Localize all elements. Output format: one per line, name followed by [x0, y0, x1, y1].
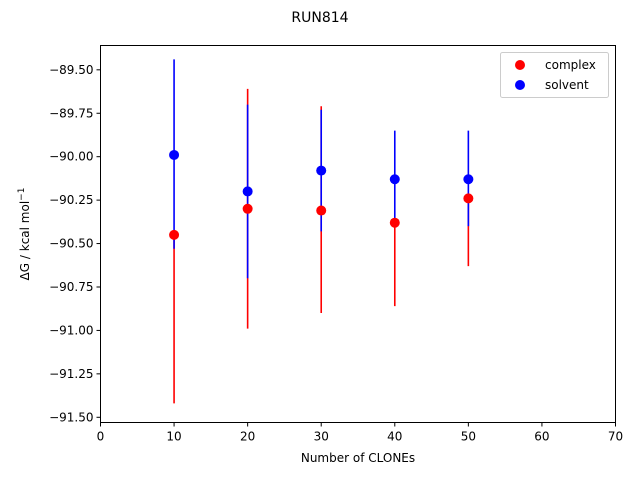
x-tick-label: 0 [97, 430, 105, 444]
legend-marker-solvent [515, 80, 525, 90]
y-tick-label: −89.75 [49, 106, 93, 120]
y-axis-label: ΔG / kcal mol−1 [17, 188, 32, 281]
point-complex [389, 217, 400, 228]
x-tick-label: 60 [534, 430, 549, 444]
y-axis-ticks: −91.50 −91.25 −91.00 −90.75 −90.50 −90.25 −90.… [49, 63, 101, 424]
error-bars [173, 59, 470, 404]
x-tick-label: 40 [387, 430, 402, 444]
legend-label-complex: complex [545, 58, 596, 72]
y-axis-label-main: ΔG / kcal mol [18, 201, 32, 281]
y-tick-label: −90.75 [49, 280, 93, 294]
point-solvent [242, 186, 253, 197]
y-tick-label: −91.00 [49, 323, 93, 337]
chart-title: RUN814 [291, 10, 348, 26]
plot-frame [100, 45, 616, 423]
point-complex [169, 229, 180, 240]
x-axis-ticks: 0 10 20 30 40 50 60 70 [97, 422, 623, 444]
point-complex [316, 205, 327, 216]
x-tick-label: 30 [314, 430, 329, 444]
x-tick-label: 70 [608, 430, 623, 444]
y-tick-label: −91.50 [49, 410, 93, 424]
y-tick-label: −89.50 [49, 63, 93, 77]
legend-frame [500, 52, 609, 98]
point-solvent [316, 165, 327, 176]
legend: complex solvent [500, 52, 609, 98]
data-points [169, 149, 474, 240]
y-tick-label: −90.00 [49, 150, 93, 164]
x-axis-label: Number of CLONEs [301, 451, 415, 465]
y-tick-label: −90.25 [49, 193, 93, 207]
x-tick-label: 50 [461, 430, 476, 444]
y-tick-label: −90.50 [49, 237, 93, 251]
legend-label-solvent: solvent [545, 78, 589, 92]
point-solvent [389, 174, 400, 185]
x-tick-label: 20 [240, 430, 255, 444]
point-complex [242, 203, 253, 214]
x-tick-label: 10 [166, 430, 181, 444]
y-axis-label-sup: −1 [17, 188, 27, 201]
legend-marker-complex [515, 60, 525, 70]
point-solvent [463, 174, 474, 185]
y-tick-label: −91.25 [49, 367, 93, 381]
point-solvent [169, 149, 180, 160]
point-complex [463, 193, 474, 204]
